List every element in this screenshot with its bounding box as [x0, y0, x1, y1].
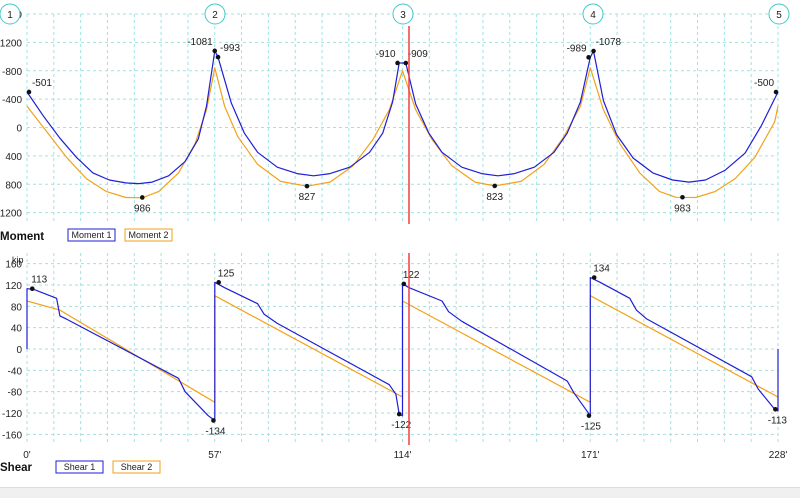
data-marker — [586, 55, 591, 60]
data-label: -501 — [32, 78, 52, 89]
data-marker — [216, 280, 222, 285]
legend-item-1 — [67, 228, 116, 242]
y-tick-label: 0 — [16, 345, 22, 356]
y-tick-label: 80 — [11, 302, 23, 313]
data-label: -1081 — [187, 37, 213, 48]
data-label: -125 — [581, 422, 601, 433]
data-label: -989 — [567, 43, 587, 54]
data-marker — [401, 281, 407, 287]
legend-item-2 — [124, 228, 173, 242]
data-label: 986 — [134, 203, 151, 214]
y-tick-label: -40 — [8, 366, 23, 377]
data-marker — [680, 194, 685, 200]
y-tick-label: -160 — [2, 430, 22, 441]
x-tick-label: 114' — [394, 450, 412, 461]
data-label: 122 — [403, 270, 420, 281]
shear-chart: 160 120 80 40 0 -40 -80 -120 -160 kip 0' 57' 114' 171… — [0, 253, 787, 474]
support-label: 1 — [7, 10, 13, 21]
x-tick-label: 0' — [23, 450, 31, 461]
data-label: -113 — [768, 415, 788, 426]
y-tick-label: -800 — [2, 67, 22, 78]
data-label: -1078 — [596, 37, 622, 48]
x-tick-label: 228' — [769, 450, 788, 461]
support-marker — [204, 3, 226, 25]
data-label: 134 — [593, 264, 610, 275]
series-line-1 — [26, 50, 779, 185]
data-marker — [396, 411, 402, 417]
data-marker — [586, 413, 592, 418]
y-tick-label: 800 — [5, 180, 22, 191]
data-marker — [591, 275, 597, 280]
data-marker — [304, 183, 310, 189]
data-marker — [211, 418, 216, 423]
data-label: -500 — [754, 78, 774, 89]
series-line-1 — [26, 276, 779, 422]
data-marker — [773, 89, 779, 95]
y-tick-label: -400 — [2, 95, 22, 106]
status-strip — [0, 487, 800, 498]
data-marker — [212, 48, 218, 54]
chart-title: Shear — [0, 462, 32, 474]
support-label: 2 — [212, 10, 218, 21]
legend-item-2 — [112, 460, 161, 474]
moment-chart: -1600-1200-800-40004008001200kft-501-108… — [0, 10, 779, 243]
y-tick-label: -120 — [2, 409, 22, 420]
y-tick-label: 160 — [5, 260, 22, 271]
y-tick-label: -80 — [8, 388, 23, 399]
data-marker — [26, 89, 32, 95]
series-line-2 — [26, 67, 779, 199]
y-tick-label: 400 — [5, 152, 22, 163]
data-marker — [591, 48, 596, 54]
support-marker — [0, 3, 21, 25]
support-label: 3 — [400, 10, 406, 21]
y-tick-label: 120 — [5, 281, 22, 292]
support-markers: 1 2 3 4 5 — [0, 3, 790, 25]
data-label: 125 — [218, 268, 235, 279]
data-marker — [29, 286, 35, 292]
legend-label: Shear 2 — [121, 462, 153, 472]
legend-item-1 — [55, 460, 104, 474]
data-marker — [492, 183, 498, 189]
data-marker — [395, 60, 400, 66]
y-tick-label: 1200 — [0, 209, 22, 220]
support-label: 5 — [776, 10, 782, 21]
data-marker — [139, 195, 145, 200]
support-label: 4 — [590, 10, 596, 21]
y-tick-label: -1200 — [0, 38, 22, 49]
support-marker — [582, 3, 604, 25]
data-label: 823 — [486, 192, 503, 203]
legend-label: Shear 1 — [64, 462, 96, 472]
data-label: 983 — [674, 203, 691, 214]
x-tick-label: 171' — [581, 450, 600, 461]
data-label: -134 — [205, 426, 225, 437]
x-tick-label: 57' — [208, 450, 221, 461]
legend-label: Moment 1 — [71, 230, 111, 240]
data-label: -910 — [376, 49, 396, 60]
data-marker — [773, 406, 778, 412]
chart-title: Moment — [0, 231, 44, 243]
support-marker — [768, 3, 790, 25]
y-tick-label: 40 — [11, 324, 23, 335]
data-label: 113 — [31, 275, 47, 286]
data-label: -909 — [408, 49, 428, 60]
data-label: 827 — [299, 192, 316, 203]
data-marker — [403, 60, 409, 66]
data-label: -122 — [391, 420, 411, 431]
legend-label: Moment 2 — [128, 230, 168, 240]
data-marker — [215, 54, 221, 60]
support-marker — [392, 3, 414, 25]
y-axis-unit: kip — [12, 255, 24, 265]
data-label: -993 — [220, 43, 240, 54]
y-tick-label: 0 — [16, 124, 22, 135]
